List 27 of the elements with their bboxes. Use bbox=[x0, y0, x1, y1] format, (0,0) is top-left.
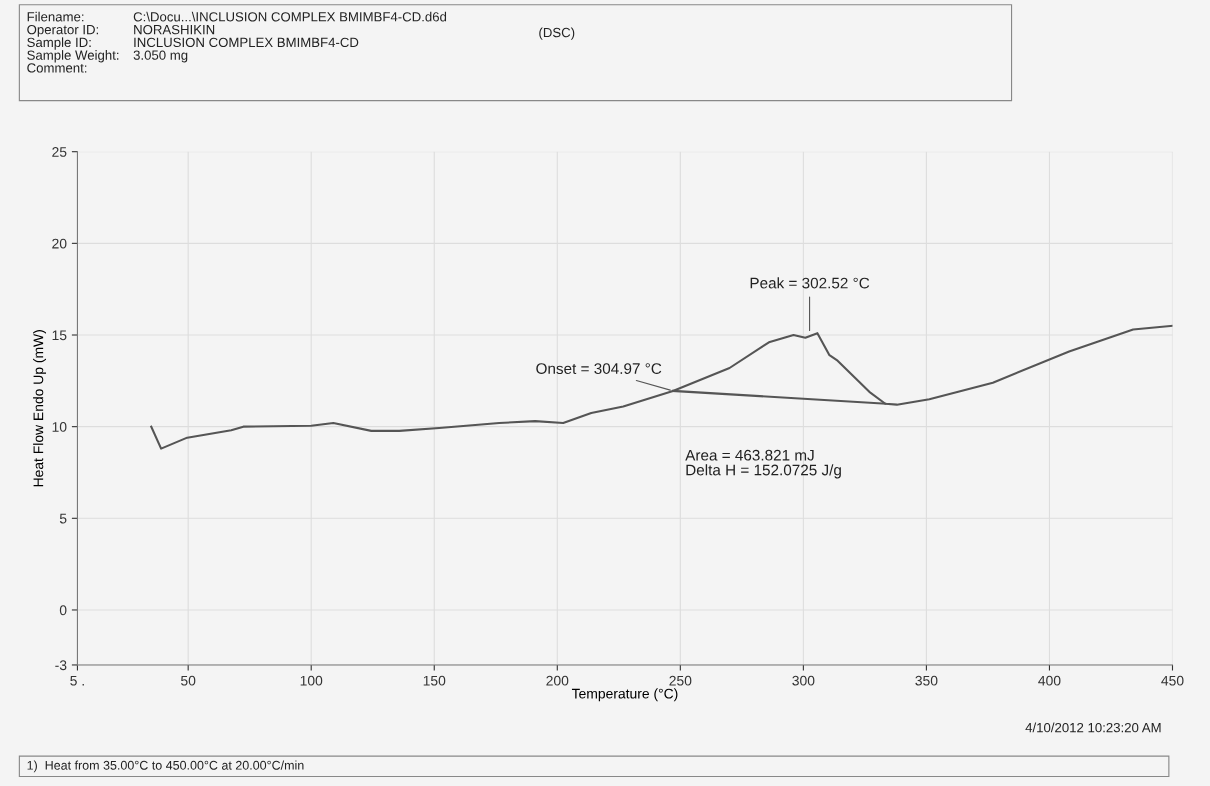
text: (DSC) bbox=[539, 27, 575, 40]
y-tick-label: 25 bbox=[52, 147, 67, 157]
y-tick-label: 0 bbox=[59, 605, 67, 616]
x-tick-label: 50 bbox=[181, 675, 196, 686]
x-tick-label: 400 bbox=[1038, 675, 1061, 686]
x-tick-label: 300 bbox=[792, 675, 815, 686]
annotation: Peak = 302.52 °C bbox=[750, 277, 870, 289]
x-tick-label: 450 bbox=[1161, 675, 1184, 686]
text: 4/10/2012 10:23:20 AM bbox=[1025, 722, 1161, 733]
annotation: Area = 463.821 mJ Delta H = 152.0725 J/g bbox=[685, 449, 841, 479]
x-axis-title: Temperature (°C) bbox=[571, 688, 678, 702]
y-tick-label: -3 bbox=[55, 660, 67, 671]
x-tick-label: 350 bbox=[915, 675, 938, 686]
x-tick-label: 250 bbox=[669, 675, 692, 686]
text: Filename: Operator ID: Sample ID: Sample Weight: Comment: bbox=[27, 11, 119, 73]
text: 1) Heat from 35.00°C to 450.00°C at 20.00°C/min bbox=[27, 760, 304, 773]
y-axis-title: Heat Flow Endo Up (mW) bbox=[33, 330, 47, 487]
x-tick-label: 200 bbox=[546, 675, 569, 686]
y-tick-label: 5 bbox=[59, 513, 67, 524]
y-tick-label: 15 bbox=[52, 330, 67, 341]
x-tick-label: 150 bbox=[423, 675, 446, 686]
text: C:\Docu...\INCLUSION COMPLEX BMIMBF4-CD.d6d NORASHIKIN INCLUSION COMPLEX BMIMBF4-CD 3.050 mg bbox=[133, 11, 447, 63]
x-tick-label: 5 . bbox=[70, 675, 84, 686]
x-tick-label: 100 bbox=[300, 675, 323, 686]
annotation: Onset = 304.97 °C bbox=[536, 363, 662, 374]
y-tick-label: 20 bbox=[52, 238, 67, 249]
y-tick-label: 10 bbox=[52, 421, 67, 432]
